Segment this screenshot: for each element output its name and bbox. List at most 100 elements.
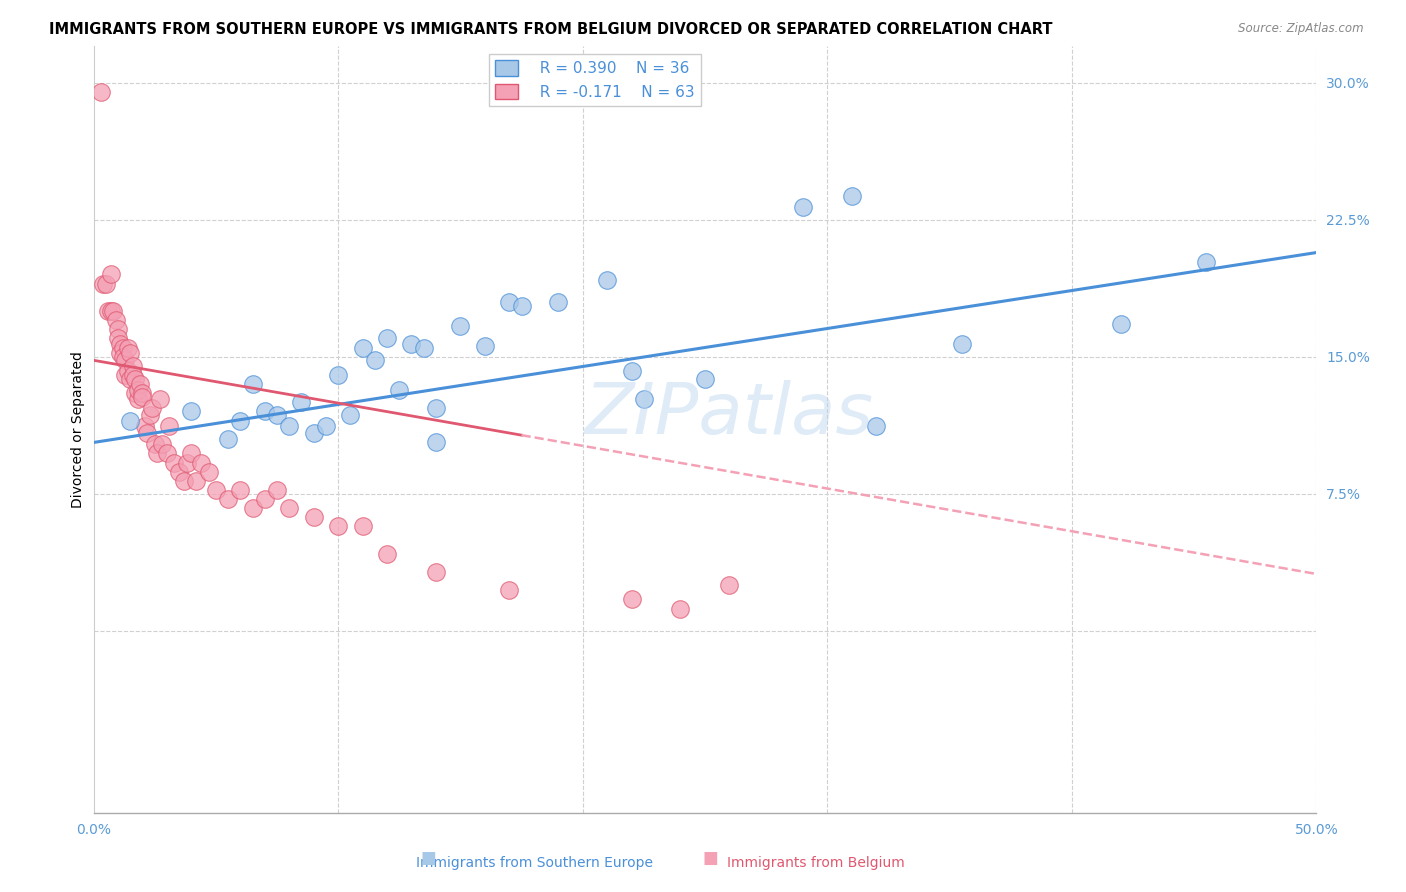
Point — [186, 474, 208, 488]
Point — [117, 364, 139, 378]
Point — [180, 404, 202, 418]
Text: Source: ZipAtlas.com: Source: ZipAtlas.com — [1239, 22, 1364, 36]
Point — [131, 390, 153, 404]
Point — [498, 294, 520, 309]
Point — [150, 437, 173, 451]
Point — [97, 304, 120, 318]
Point — [1195, 254, 1218, 268]
Point — [121, 368, 143, 382]
Point — [596, 273, 619, 287]
Point — [167, 465, 190, 479]
Legend:   R = 0.390    N = 36,   R = -0.171    N = 63: R = 0.390 N = 36, R = -0.171 N = 63 — [489, 54, 700, 105]
Point — [139, 408, 162, 422]
Point — [841, 189, 863, 203]
Y-axis label: Divorced or Separated: Divorced or Separated — [72, 351, 86, 508]
Point — [792, 200, 814, 214]
Point — [620, 592, 643, 607]
Point — [547, 294, 569, 309]
Point — [266, 408, 288, 422]
Point — [290, 395, 312, 409]
Point — [633, 392, 655, 406]
Point — [124, 371, 146, 385]
Point — [401, 336, 423, 351]
Point — [114, 353, 136, 368]
Point — [104, 313, 127, 327]
Point — [498, 583, 520, 598]
Point — [242, 377, 264, 392]
Point — [114, 368, 136, 382]
Point — [217, 491, 239, 506]
Point — [120, 371, 142, 385]
Point — [718, 578, 741, 592]
Point — [302, 510, 325, 524]
Point — [950, 336, 973, 351]
Point — [127, 383, 149, 397]
Point — [190, 456, 212, 470]
Point — [388, 383, 411, 397]
Point — [425, 565, 447, 579]
Point — [425, 401, 447, 415]
Point — [146, 446, 169, 460]
Point — [449, 318, 471, 333]
Point — [100, 268, 122, 282]
Point — [229, 483, 252, 497]
Point — [163, 456, 186, 470]
Text: ■: ■ — [702, 849, 718, 867]
Point — [315, 419, 337, 434]
Point — [110, 336, 132, 351]
Point — [474, 339, 496, 353]
Text: ■: ■ — [420, 849, 437, 867]
Point — [124, 386, 146, 401]
Point — [242, 501, 264, 516]
Point — [352, 519, 374, 533]
Point — [111, 350, 134, 364]
Point — [620, 364, 643, 378]
Point — [136, 426, 159, 441]
Point — [326, 519, 349, 533]
Point — [143, 437, 166, 451]
Text: ZIPatlas: ZIPatlas — [585, 380, 875, 449]
Point — [1109, 317, 1132, 331]
Point — [510, 299, 533, 313]
Point — [117, 341, 139, 355]
Point — [180, 446, 202, 460]
Point — [107, 322, 129, 336]
Point — [127, 392, 149, 406]
Point — [120, 413, 142, 427]
Point — [129, 377, 152, 392]
Point — [352, 341, 374, 355]
Point — [375, 547, 398, 561]
Point — [669, 601, 692, 615]
Point — [101, 304, 124, 318]
Point — [425, 435, 447, 450]
Point — [205, 483, 228, 497]
Point — [121, 359, 143, 373]
Point — [278, 419, 301, 434]
Point — [111, 341, 134, 355]
Point — [93, 277, 115, 291]
Text: Immigrants from Southern Europe: Immigrants from Southern Europe — [416, 855, 652, 870]
Point — [100, 304, 122, 318]
Point — [253, 491, 276, 506]
Point — [217, 432, 239, 446]
Point — [131, 386, 153, 401]
Point — [229, 413, 252, 427]
Point — [149, 392, 172, 406]
Point — [266, 483, 288, 497]
Point — [134, 419, 156, 434]
Point — [412, 341, 434, 355]
Point — [141, 401, 163, 415]
Point — [375, 331, 398, 345]
Point — [865, 419, 887, 434]
Point — [253, 404, 276, 418]
Point — [107, 331, 129, 345]
Point — [157, 419, 180, 434]
Point — [197, 465, 219, 479]
Point — [120, 346, 142, 360]
Point — [278, 501, 301, 516]
Point — [90, 85, 112, 99]
Point — [693, 371, 716, 385]
Point — [326, 368, 349, 382]
Point — [173, 474, 195, 488]
Point — [156, 446, 179, 460]
